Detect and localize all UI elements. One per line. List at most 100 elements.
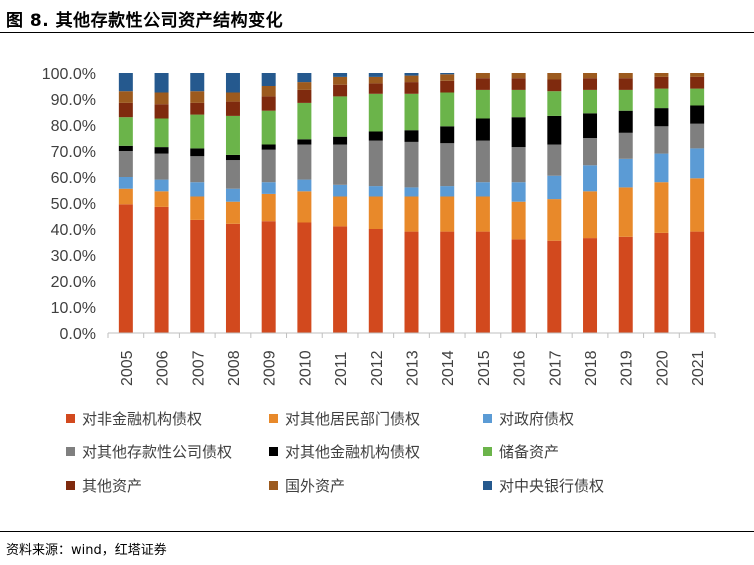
bar-segment xyxy=(333,84,348,97)
bar-segment xyxy=(654,73,669,77)
source-note: 资料来源：wind，红塔证券 xyxy=(6,543,167,558)
bar-segment xyxy=(118,102,133,118)
x-tick-label: 2017 xyxy=(547,350,564,386)
bar-segment xyxy=(475,118,490,141)
legend-label: 对其他金融机构债权 xyxy=(285,443,420,461)
bar-segment xyxy=(440,143,455,187)
bar-segment xyxy=(654,76,669,89)
bar-segment xyxy=(118,145,133,151)
bar-segment xyxy=(654,126,669,154)
bar-segment xyxy=(583,78,598,90)
bar-segment xyxy=(440,92,455,127)
x-tick-label: 2018 xyxy=(583,350,600,386)
bar-segment xyxy=(225,101,240,116)
bar-segment xyxy=(333,76,348,85)
bar-segment xyxy=(333,73,348,77)
bar-segment xyxy=(261,221,276,333)
y-tick-label: 20.0% xyxy=(51,274,96,291)
bar-segment xyxy=(547,91,562,116)
bar-segment xyxy=(583,138,598,166)
y-tick-label: 40.0% xyxy=(51,222,96,239)
bar-segment xyxy=(333,96,348,137)
bar-segment xyxy=(690,76,705,89)
x-tick-label: 2009 xyxy=(262,350,279,386)
bar-segment xyxy=(618,73,633,79)
bar-segment xyxy=(225,188,240,202)
bar-segment xyxy=(261,182,276,194)
bar-segment xyxy=(225,92,240,102)
bar-segment xyxy=(190,196,205,220)
bar-segment xyxy=(511,117,526,148)
bar-segment xyxy=(297,191,312,223)
bar-segment xyxy=(440,73,455,75)
bar-segment xyxy=(618,78,633,90)
bar-segment xyxy=(690,123,705,149)
bar-segment xyxy=(190,182,205,197)
legend-swatch xyxy=(483,414,492,423)
bar-segment xyxy=(261,149,276,183)
legend-swatch xyxy=(269,481,278,490)
bar-segment xyxy=(368,196,383,229)
bar-segment xyxy=(118,151,133,177)
bar-segment xyxy=(297,73,312,83)
bar-segment xyxy=(475,89,490,119)
legend-label: 对其他居民部门债权 xyxy=(285,410,420,428)
bar-segment xyxy=(190,73,205,92)
bar-segment xyxy=(368,76,383,84)
bar-segment xyxy=(440,231,455,333)
x-tick-label: 2016 xyxy=(512,350,529,386)
x-tick-label: 2012 xyxy=(369,350,386,386)
bar-segment xyxy=(154,206,169,333)
bar-segment xyxy=(261,86,276,97)
legend-label: 其他资产 xyxy=(82,477,142,495)
legend-swatch xyxy=(269,414,278,423)
bar-segment xyxy=(511,239,526,333)
y-tick-label: 30.0% xyxy=(51,248,96,265)
bar-segment xyxy=(583,238,598,333)
bar-segment xyxy=(475,140,490,183)
bar-segment xyxy=(190,114,205,149)
bar-segment xyxy=(583,165,598,192)
bar-segment xyxy=(511,182,526,202)
bar-segment xyxy=(118,73,133,92)
bar-segment xyxy=(154,179,169,192)
bar-segment xyxy=(618,89,633,111)
bar-segment xyxy=(511,73,526,79)
bar-segment xyxy=(583,89,598,114)
figure-title: 图 8. 其他存款性公司资产结构变化 xyxy=(6,11,284,31)
bar-segment xyxy=(440,196,455,232)
y-tick-label: 80.0% xyxy=(51,118,96,135)
legend-label: 储备资产 xyxy=(499,443,559,461)
bar-segment xyxy=(583,191,598,239)
bar-segment xyxy=(297,89,312,103)
x-tick-label: 2013 xyxy=(405,350,422,386)
bar-segment xyxy=(690,88,705,106)
title-rule xyxy=(0,32,754,33)
stacked-bar-chart: 0.0% 10.0% 20.0% 30.0% 40.0% 50.0% 60.0% 70.0% 8… xyxy=(42,66,716,495)
bar-segment xyxy=(297,82,312,90)
bar-segment xyxy=(440,126,455,144)
bar-segment xyxy=(261,110,276,145)
bar-segment xyxy=(654,108,669,127)
bar-segment xyxy=(511,201,526,240)
bar-segment xyxy=(475,182,490,197)
bar-segment xyxy=(618,110,633,133)
bar-segment xyxy=(511,147,526,183)
y-tick-label: 100.0% xyxy=(42,66,96,83)
bar-segment xyxy=(261,144,276,150)
x-tick-label: 2020 xyxy=(654,350,671,386)
legend-label: 对非金融机构债权 xyxy=(82,410,202,428)
bar-segment xyxy=(154,153,169,180)
bar-segment xyxy=(690,231,705,333)
bar-segment xyxy=(618,187,633,237)
legend-label: 对政府债权 xyxy=(499,410,574,428)
bar-segment xyxy=(333,144,348,185)
bar-segment xyxy=(511,78,526,90)
bar-segment xyxy=(297,179,312,192)
x-tick-label: 2019 xyxy=(619,350,636,386)
bar-segment xyxy=(547,240,562,333)
bar-segment xyxy=(333,184,348,197)
bar-segment xyxy=(368,229,383,333)
bar-segment xyxy=(154,92,169,105)
bar-segment xyxy=(225,115,240,155)
